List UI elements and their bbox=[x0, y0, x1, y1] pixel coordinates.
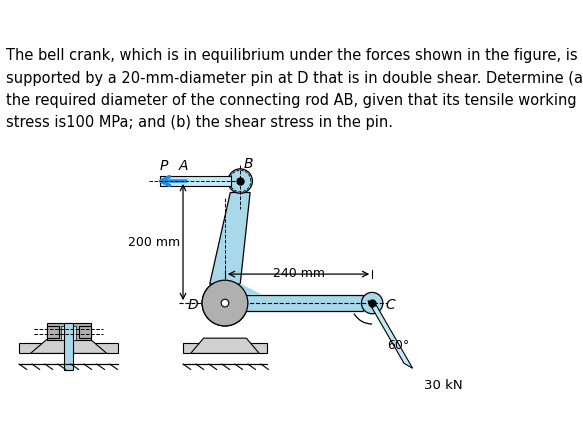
FancyBboxPatch shape bbox=[183, 343, 267, 354]
Polygon shape bbox=[238, 284, 262, 295]
Circle shape bbox=[202, 280, 248, 326]
Polygon shape bbox=[191, 338, 259, 354]
Text: 30 kN: 30 kN bbox=[424, 379, 462, 392]
Circle shape bbox=[228, 169, 252, 193]
Polygon shape bbox=[244, 295, 363, 311]
Text: P: P bbox=[160, 159, 168, 173]
FancyBboxPatch shape bbox=[160, 177, 231, 186]
Circle shape bbox=[221, 299, 229, 307]
FancyBboxPatch shape bbox=[64, 323, 73, 370]
Text: 60°: 60° bbox=[387, 338, 410, 351]
Text: A: A bbox=[178, 159, 188, 173]
FancyBboxPatch shape bbox=[47, 323, 91, 340]
Text: C: C bbox=[386, 298, 396, 312]
FancyBboxPatch shape bbox=[61, 326, 76, 340]
FancyBboxPatch shape bbox=[19, 343, 118, 354]
Text: B: B bbox=[244, 157, 254, 171]
FancyBboxPatch shape bbox=[79, 326, 91, 338]
Circle shape bbox=[361, 293, 383, 314]
Polygon shape bbox=[368, 300, 413, 368]
Text: The bell crank, which is in equilibrium under the forces shown in the figure, is: The bell crank, which is in equilibrium … bbox=[6, 48, 583, 130]
Circle shape bbox=[202, 280, 248, 326]
FancyBboxPatch shape bbox=[47, 326, 59, 338]
Polygon shape bbox=[30, 340, 107, 354]
Polygon shape bbox=[210, 192, 250, 284]
Text: 240 mm: 240 mm bbox=[272, 267, 325, 280]
Text: D: D bbox=[188, 298, 198, 312]
Text: 200 mm: 200 mm bbox=[128, 235, 180, 249]
